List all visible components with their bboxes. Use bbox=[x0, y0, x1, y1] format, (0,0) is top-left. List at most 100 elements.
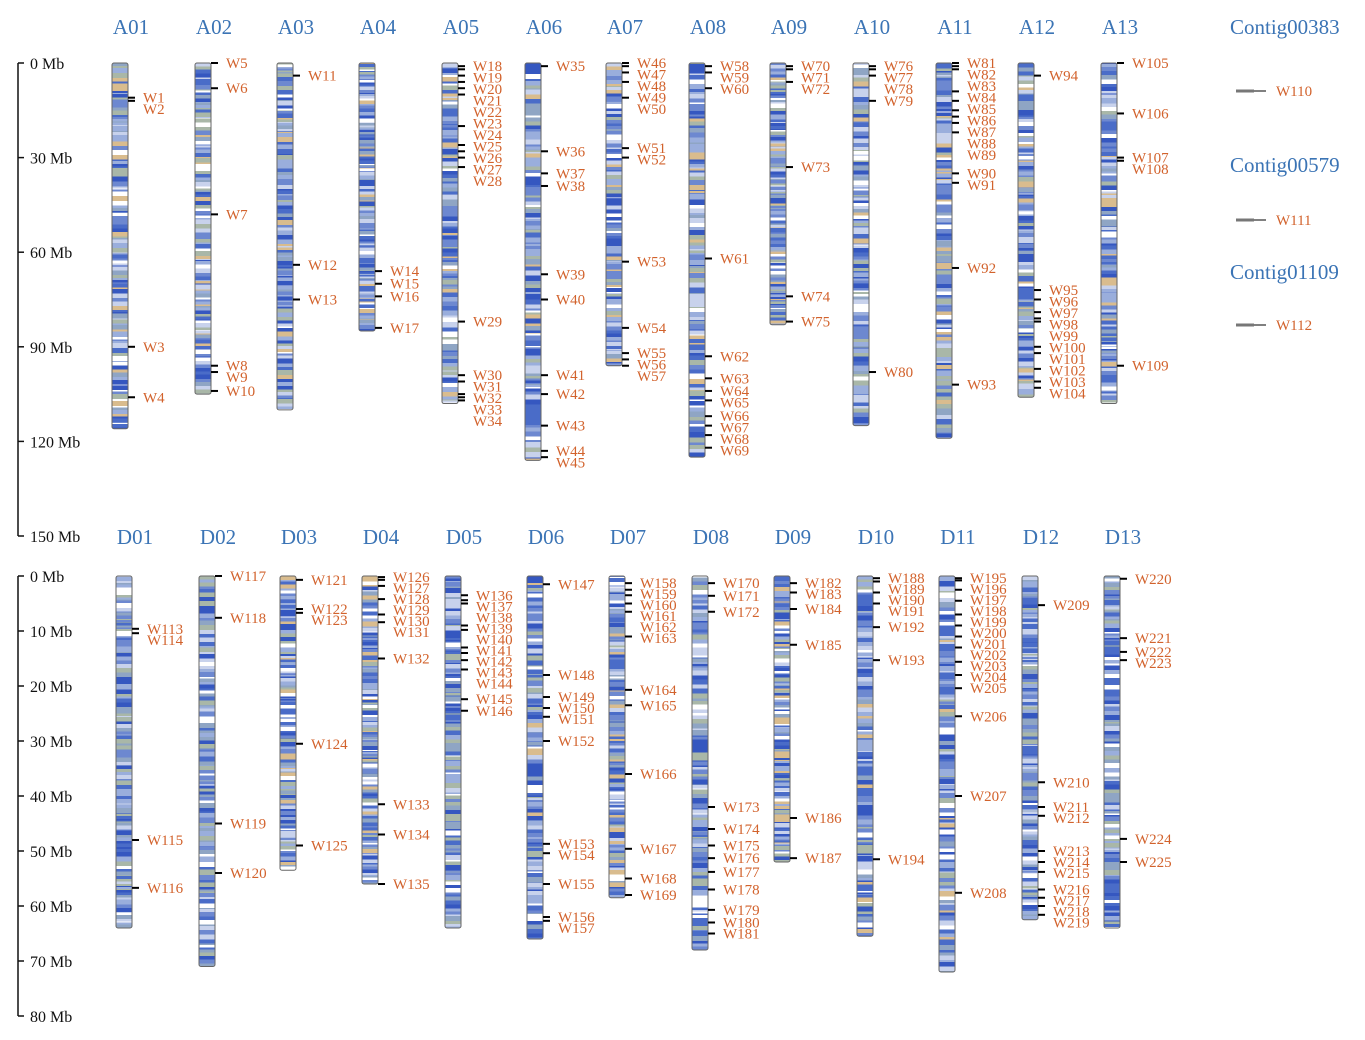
marker-label: W81 bbox=[967, 56, 996, 72]
marker-label: W68 bbox=[720, 432, 749, 448]
marker-label: W41 bbox=[556, 368, 585, 384]
chromosome bbox=[441, 62, 459, 405]
chromosome-name: D11 bbox=[940, 525, 975, 549]
chromosome bbox=[1017, 62, 1035, 398]
marker-label: W74 bbox=[801, 289, 831, 305]
marker-label: W108 bbox=[1132, 162, 1169, 178]
y-tick-label: 0 Mb bbox=[30, 56, 64, 73]
chromosome-name: D01 bbox=[117, 525, 153, 549]
marker-label: W158 bbox=[640, 576, 677, 592]
marker-label: W126 bbox=[393, 570, 430, 586]
chromosome bbox=[688, 62, 706, 458]
marker-label: W157 bbox=[558, 921, 595, 937]
marker-label: W190 bbox=[888, 593, 925, 609]
marker-label: W183 bbox=[805, 587, 842, 603]
contig-bar bbox=[1236, 218, 1254, 222]
marker-label: W118 bbox=[230, 611, 266, 627]
marker-label: W156 bbox=[558, 910, 595, 926]
marker-label: W222 bbox=[1135, 645, 1172, 661]
marker-label: W169 bbox=[640, 888, 677, 904]
marker-label: W32 bbox=[473, 391, 502, 407]
marker-label: W103 bbox=[1049, 375, 1086, 391]
y-tick-label: 90 Mb bbox=[30, 340, 72, 357]
chromosome-name: A11 bbox=[937, 15, 972, 39]
marker-label: W160 bbox=[640, 598, 677, 614]
chromosome bbox=[276, 62, 294, 411]
marker-label: W134 bbox=[393, 828, 430, 844]
marker-label: W175 bbox=[723, 839, 760, 855]
marker-label: W207 bbox=[970, 789, 1007, 805]
marker-label: W128 bbox=[393, 592, 430, 608]
marker-label: W219 bbox=[1053, 916, 1090, 932]
contig-bar bbox=[1236, 323, 1254, 327]
chromosome-name: A02 bbox=[196, 15, 232, 39]
marker-label: W9 bbox=[226, 370, 248, 386]
marker-label: W197 bbox=[970, 593, 1007, 609]
chromosome bbox=[852, 62, 870, 427]
marker-label: W167 bbox=[640, 842, 677, 858]
marker-label: W64 bbox=[720, 384, 750, 400]
marker-label: W99 bbox=[1049, 329, 1078, 345]
marker-label: W121 bbox=[311, 573, 348, 589]
marker-label: W111 bbox=[1276, 213, 1312, 229]
marker-label: W46 bbox=[637, 56, 667, 72]
chromosome-name: D03 bbox=[281, 525, 317, 549]
y-tick-label: 20 Mb bbox=[30, 679, 72, 696]
chromosome-name: D05 bbox=[446, 525, 482, 549]
marker-label: W218 bbox=[1053, 905, 1090, 921]
marker-label: W2 bbox=[143, 102, 165, 118]
marker-label: W163 bbox=[640, 631, 677, 647]
chromosome-name: D06 bbox=[528, 525, 564, 549]
marker-label: W18 bbox=[473, 59, 502, 75]
marker-label: W162 bbox=[640, 620, 677, 636]
marker-label: W152 bbox=[558, 734, 595, 750]
marker-label: W94 bbox=[1049, 69, 1079, 85]
chromosome-name: A01 bbox=[113, 15, 149, 39]
marker-label: W70 bbox=[801, 59, 830, 75]
marker-label: W34 bbox=[473, 414, 503, 430]
chromosome bbox=[935, 62, 953, 439]
marker-label: W172 bbox=[723, 605, 760, 621]
marker-label: W85 bbox=[967, 102, 996, 118]
marker-label: W159 bbox=[640, 587, 677, 603]
chromosome-name: D08 bbox=[693, 525, 729, 549]
marker-label: W35 bbox=[556, 59, 585, 75]
chromosome bbox=[1021, 575, 1039, 921]
marker-label: W1 bbox=[143, 91, 165, 107]
marker-label: W31 bbox=[473, 380, 502, 396]
chromosome bbox=[194, 62, 212, 395]
marker-label: W57 bbox=[637, 369, 667, 385]
marker-label: W13 bbox=[308, 293, 337, 309]
marker-label: W71 bbox=[801, 71, 830, 87]
marker-label: W217 bbox=[1053, 894, 1090, 910]
marker-label: W106 bbox=[1132, 106, 1169, 122]
marker-label: W145 bbox=[476, 692, 513, 708]
marker-label: W66 bbox=[720, 409, 750, 425]
marker-label: W93 bbox=[967, 378, 996, 394]
marker-label: W132 bbox=[393, 652, 430, 668]
marker-label: W23 bbox=[473, 117, 502, 133]
marker-label: W63 bbox=[720, 371, 749, 387]
marker-label: W148 bbox=[558, 668, 595, 684]
marker-label: W210 bbox=[1053, 775, 1090, 791]
marker-label: W30 bbox=[473, 368, 502, 384]
marker-label: W59 bbox=[720, 71, 749, 87]
marker-label: W89 bbox=[967, 148, 996, 164]
marker-label: W140 bbox=[476, 632, 513, 648]
marker-label: W204 bbox=[970, 670, 1007, 686]
marker-label: W12 bbox=[308, 258, 337, 274]
marker-label: W150 bbox=[558, 701, 595, 717]
contig-name: Contig00579 bbox=[1230, 153, 1340, 177]
y-tick-label: 50 Mb bbox=[30, 844, 72, 861]
chromosome bbox=[1100, 62, 1118, 405]
marker-label: W98 bbox=[1049, 318, 1078, 334]
chromosome bbox=[1103, 575, 1121, 929]
marker-label: W161 bbox=[640, 609, 677, 625]
marker-label: W80 bbox=[884, 365, 913, 381]
marker-label: W117 bbox=[230, 569, 267, 585]
marker-label: W104 bbox=[1049, 387, 1086, 403]
y-tick-label: 10 Mb bbox=[30, 624, 72, 641]
marker-label: W7 bbox=[226, 207, 248, 223]
marker-label: W24 bbox=[473, 128, 503, 144]
marker-label: W199 bbox=[970, 615, 1007, 631]
